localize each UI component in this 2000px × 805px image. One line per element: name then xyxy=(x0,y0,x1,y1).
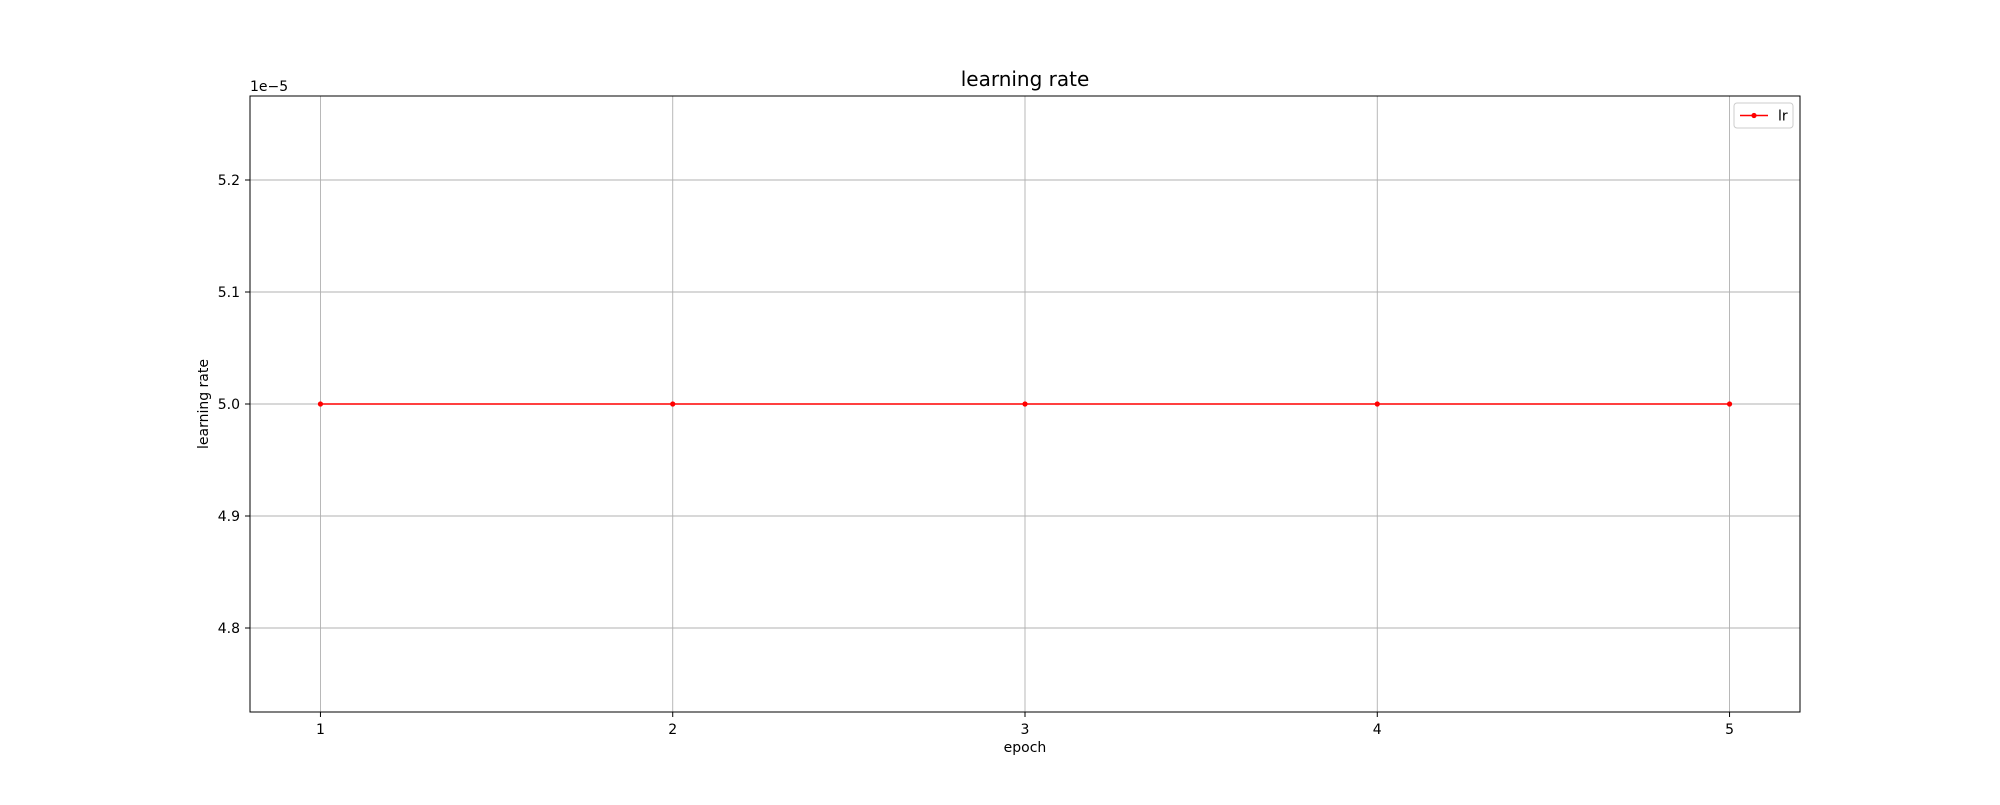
x-axis-label: epoch xyxy=(1004,740,1047,756)
x-tick-label: 1 xyxy=(316,722,325,738)
y-tick-label: 5.2 xyxy=(218,173,240,189)
series-layer xyxy=(317,401,1733,407)
legend-swatch-marker xyxy=(1751,112,1757,119)
y-tick-label: 4.8 xyxy=(218,621,240,637)
y-tick-label: 4.9 xyxy=(218,509,240,525)
x-tick-label: 4 xyxy=(1373,722,1382,738)
data-point xyxy=(1374,401,1380,407)
x-tick-label: 2 xyxy=(668,722,677,738)
data-point xyxy=(1726,401,1733,407)
data-point xyxy=(670,401,676,407)
x-tick-label: 3 xyxy=(1021,722,1030,738)
y-axis: 4.8 4.9 5.0 5.1 5.2 xyxy=(218,173,250,637)
y-tick-label: 5.0 xyxy=(218,397,240,413)
legend-label: lr xyxy=(1778,109,1788,125)
data-point xyxy=(1022,401,1028,407)
x-tick-label: 5 xyxy=(1725,722,1734,738)
y-tick-label: 5.1 xyxy=(218,285,240,301)
legend: lr xyxy=(1733,102,1794,129)
y-axis-offset-label: 1e−5 xyxy=(250,79,288,95)
chart-title: learning rate xyxy=(961,67,1090,91)
data-point xyxy=(317,401,324,407)
y-axis-label: learning rate xyxy=(196,359,212,449)
x-axis: 1 2 3 4 5 xyxy=(316,712,1734,738)
